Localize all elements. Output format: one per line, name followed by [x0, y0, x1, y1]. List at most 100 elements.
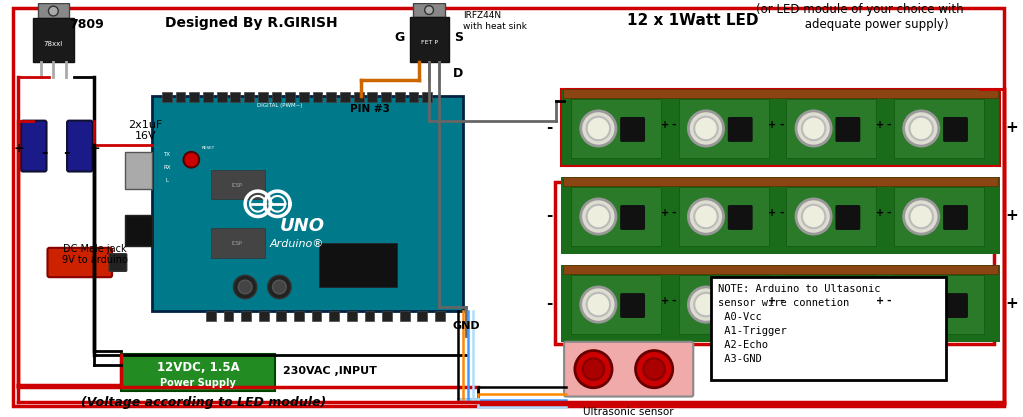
Text: D: D [453, 67, 463, 80]
Text: RX: RX [163, 165, 171, 170]
Circle shape [581, 199, 616, 234]
Circle shape [796, 111, 832, 146]
FancyBboxPatch shape [944, 206, 967, 229]
Bar [162, 92, 172, 102]
Text: -: - [671, 296, 676, 306]
Bar [313, 92, 322, 102]
Text: +: + [768, 296, 776, 306]
Bar [571, 275, 661, 334]
Bar [121, 354, 275, 391]
Text: PIN #3: PIN #3 [351, 104, 391, 114]
Circle shape [268, 275, 292, 299]
Text: +: + [876, 120, 884, 130]
Text: (or LED module of your choice with
         adequate power supply): (or LED module of your choice with adequ… [756, 3, 964, 31]
FancyBboxPatch shape [944, 294, 967, 317]
Circle shape [802, 205, 826, 228]
Text: UNO: UNO [279, 217, 324, 235]
Circle shape [802, 117, 826, 140]
Text: 230VAC ,INPUT: 230VAC ,INPUT [283, 366, 377, 376]
Bar [285, 92, 295, 102]
Circle shape [581, 287, 616, 322]
FancyBboxPatch shape [621, 294, 644, 317]
Bar [422, 92, 432, 102]
FancyBboxPatch shape [836, 118, 859, 141]
Bar [211, 170, 265, 199]
Bar [125, 215, 152, 246]
Bar [318, 243, 397, 287]
Bar [276, 311, 286, 321]
Circle shape [796, 287, 832, 322]
Bar [206, 311, 216, 321]
Bar [258, 92, 268, 102]
Bar [562, 177, 999, 254]
Text: NOTE: Arduino to Ultasonic
sensor wire connetion
 A0-Vcc
 A1-Trigger
 A2-Echo
 A: NOTE: Arduino to Ultasonic sensor wire c… [718, 284, 880, 364]
Text: 12VDC, 1.5A: 12VDC, 1.5A [157, 361, 239, 374]
Bar [203, 92, 213, 102]
Circle shape [802, 293, 826, 317]
Text: 7809: 7809 [70, 18, 104, 31]
Text: (Voltage according to LED module): (Voltage according to LED module) [82, 396, 326, 409]
Text: -: - [546, 120, 552, 135]
Text: +: + [13, 141, 25, 155]
Circle shape [909, 293, 933, 317]
Bar [678, 275, 768, 334]
Bar [555, 182, 993, 344]
Text: +: + [768, 120, 776, 130]
Bar [435, 311, 445, 321]
Circle shape [903, 199, 939, 234]
Text: -: - [887, 296, 891, 306]
Text: -: - [41, 146, 48, 161]
Circle shape [903, 287, 939, 322]
Text: TX: TX [164, 152, 171, 157]
FancyBboxPatch shape [728, 294, 752, 317]
Text: G: G [395, 31, 405, 44]
Bar [562, 266, 999, 342]
Circle shape [583, 358, 605, 380]
Bar [224, 311, 233, 321]
Circle shape [575, 351, 612, 388]
FancyBboxPatch shape [621, 206, 644, 229]
Text: -: - [671, 120, 676, 130]
Circle shape [909, 205, 933, 228]
Text: -: - [779, 120, 784, 130]
Circle shape [238, 280, 252, 294]
Circle shape [643, 358, 665, 380]
FancyBboxPatch shape [836, 206, 859, 229]
Bar [152, 96, 463, 311]
Text: +: + [1005, 120, 1018, 135]
Text: DIGITAL (PWM~): DIGITAL (PWM~) [257, 103, 302, 108]
Bar [400, 311, 409, 321]
Bar [417, 311, 428, 321]
FancyBboxPatch shape [109, 254, 127, 271]
Bar [326, 92, 337, 102]
Text: 2x1uF
16V: 2x1uF 16V [128, 120, 163, 141]
Circle shape [688, 287, 723, 322]
Text: DC Male jack
9V to arduino: DC Male jack 9V to arduino [61, 244, 128, 266]
Bar [562, 89, 999, 166]
Text: ANALOG IN: ANALOG IN [354, 327, 382, 332]
FancyBboxPatch shape [836, 294, 859, 317]
Text: -: - [779, 296, 784, 306]
Bar [894, 99, 984, 158]
Circle shape [581, 111, 616, 146]
Circle shape [586, 205, 610, 228]
FancyBboxPatch shape [564, 342, 694, 397]
Text: 78xxl: 78xxl [44, 41, 63, 47]
Bar [894, 275, 984, 334]
Bar [563, 177, 997, 186]
Bar [259, 311, 269, 321]
Bar [312, 311, 321, 321]
Bar [563, 266, 997, 274]
Text: +: + [1005, 208, 1018, 223]
Bar [367, 92, 377, 102]
Text: -: - [671, 208, 676, 218]
Text: RESET: RESET [202, 146, 215, 150]
Text: +: + [1005, 296, 1018, 311]
Bar [383, 311, 392, 321]
Circle shape [586, 117, 610, 140]
FancyBboxPatch shape [47, 248, 113, 277]
Text: +: + [876, 208, 884, 218]
Text: POWER: POWER [217, 327, 234, 332]
Circle shape [695, 205, 718, 228]
Text: S: S [454, 31, 463, 44]
